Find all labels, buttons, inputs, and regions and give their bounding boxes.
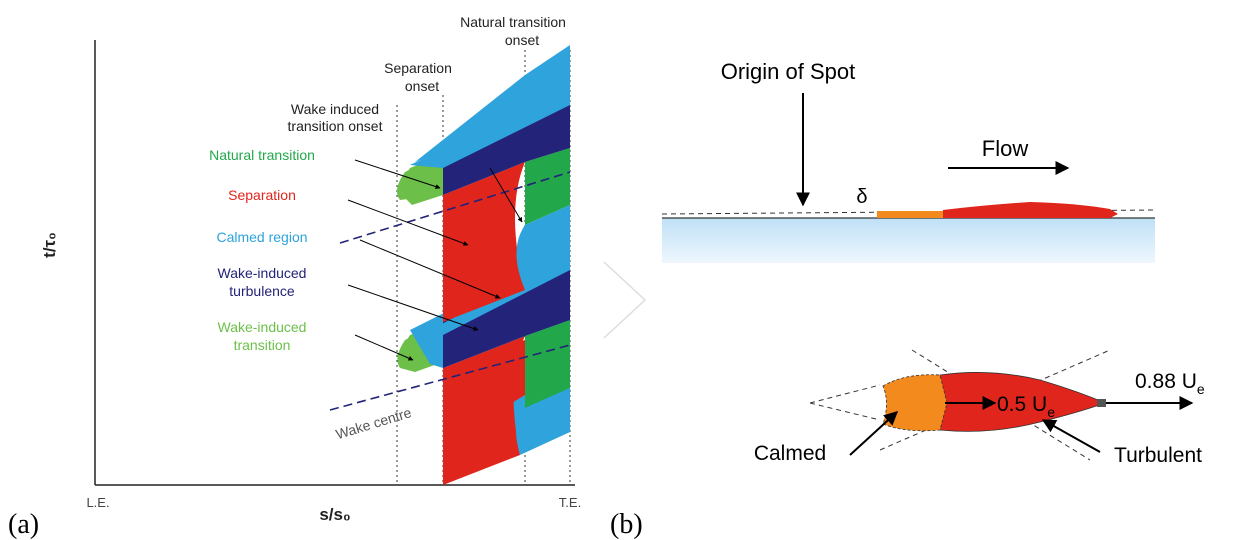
natural-onset-label-2: onset: [505, 32, 539, 48]
spread-line-3: [809, 384, 881, 404]
flow-label: Flow: [982, 136, 1029, 161]
natural-transition-lower: [525, 320, 570, 408]
panel-a: Natural transition onset Separation onse…: [8, 14, 581, 540]
spread-line-2: [879, 349, 1111, 451]
arrow-wake-transition: [354, 334, 414, 361]
te-label: T.E.: [559, 495, 581, 510]
delta-label: δ: [856, 186, 867, 208]
arrow-separation: [347, 199, 469, 246]
panel-a-letter: (a): [8, 509, 39, 540]
turbulent-label: Turbulent: [1114, 444, 1202, 467]
wake-centre-label: Wake centre: [334, 404, 414, 442]
tip-speed-label: 0.88 Ue: [1135, 370, 1205, 397]
arrow-separation-2: [489, 167, 523, 223]
y-axis-label: t/τ₀: [40, 232, 59, 258]
calmed-region-top: [415, 45, 570, 162]
wake-transition-upper-tip: [396, 162, 432, 200]
calmed-tail-lower: [516, 388, 570, 455]
arrow-wake-turbulence: [347, 284, 479, 331]
wake-onset-label-2: transition onset: [288, 118, 383, 134]
arrow-calmed: [359, 239, 501, 299]
spot-tip: [1097, 399, 1106, 407]
panel-b-letter: (b): [610, 509, 643, 540]
panel-separator: [603, 261, 647, 339]
separation-bubble-upper: [443, 162, 525, 322]
legend-natural-transition: Natural transition: [209, 147, 315, 163]
legend-wake-transition-1: Wake-induced: [218, 319, 307, 335]
spot-calmed-plan: [882, 374, 948, 432]
separation-bubble-lower-shape: [443, 336, 525, 485]
calmed-tail-upper: [516, 205, 570, 290]
legend-wake-transition-2: transition: [234, 337, 291, 353]
wake-centre-upper: [339, 171, 571, 244]
separation-onset-label-1: Separation: [384, 60, 452, 76]
calmed-arrow: [849, 411, 899, 456]
spot-turbulent-side: [943, 202, 1118, 218]
mid-speed-label: 0.5 Ue: [997, 393, 1055, 420]
calmed-label: Calmed: [754, 442, 826, 465]
spread-line-4: [809, 402, 881, 421]
natural-onset-label-1: Natural transition: [460, 14, 566, 30]
wall: [662, 218, 1155, 263]
legend-separation: Separation: [228, 187, 296, 203]
natural-transition-upper: [525, 148, 570, 225]
wake-onset-label-1: Wake induced: [291, 101, 379, 117]
panel-b: Origin of Spot Flow δ 0.5 Ue 0.88 Ue Cal…: [610, 59, 1205, 540]
le-label: L.E.: [86, 495, 109, 510]
origin-of-spot-label: Origin of Spot: [721, 59, 856, 84]
legend-wake-turbulence-1: Wake-induced: [218, 265, 307, 281]
arrow-natural: [354, 159, 441, 189]
legend-calmed-region: Calmed region: [216, 229, 307, 245]
separation-onset-label-2: onset: [405, 78, 439, 94]
x-axis-label: s/s₀: [319, 505, 350, 524]
turbulent-arrow: [1041, 419, 1101, 453]
legend-wake-turbulence-2: turbulence: [229, 283, 295, 299]
spread-line-1: [911, 349, 1091, 461]
spot-calmed-side: [877, 211, 945, 218]
